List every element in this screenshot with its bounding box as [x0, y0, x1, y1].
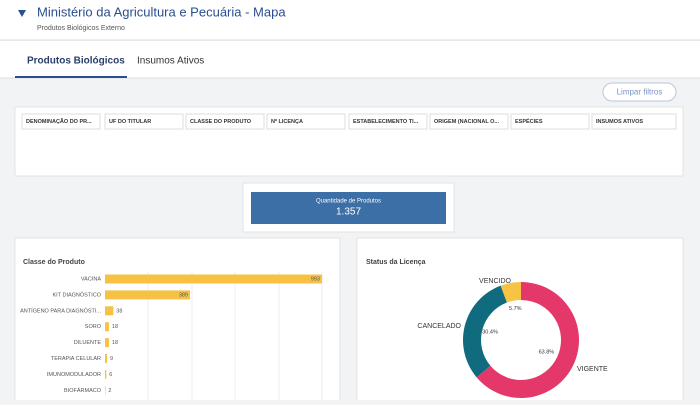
value-label: 9 [110, 356, 113, 362]
bar [105, 275, 322, 284]
category-label: TERAPIA CELULAR [51, 356, 101, 362]
kpi-label: Quantidade de Produtos [316, 199, 381, 205]
value-label: 38 [116, 308, 122, 314]
value-label: 18 [112, 324, 118, 330]
category-label: VACINA [81, 276, 101, 282]
value-label: 389 [179, 292, 188, 298]
kpi-value: 1.357 [336, 207, 361, 218]
filter-label: DENOMINAÇÃO DO PR... [26, 118, 92, 125]
value-label: 2 [108, 388, 111, 394]
filter-label: INSUMOS ATIVOS [596, 119, 643, 125]
slice-label: VIGENTE [577, 366, 608, 373]
header-subtitle: Produtos Biológicos Externo [37, 25, 125, 32]
percent-label: 63.8% [539, 349, 555, 355]
bar [105, 306, 113, 315]
value-label: 18 [112, 340, 118, 346]
filter-label: Nº LICENÇA [271, 119, 303, 125]
filter-label: UF DO TITULAR [109, 119, 151, 125]
category-label: KIT DIAGNÓSTICO [53, 291, 102, 298]
bar [105, 290, 190, 299]
clear-button-label[interactable]: Limpar filtros [617, 88, 663, 97]
tab[interactable]: Produtos Biológicos [27, 56, 125, 67]
filter-label: ESPÉCIES [515, 117, 543, 125]
filter-label: CLASSE DO PRODUTO [190, 119, 252, 125]
bar [105, 322, 109, 331]
category-label: ANTÍGENO PARA DIAGNÓSTI... [20, 307, 101, 314]
filter-label: ESTABELECIMENTO TI... [353, 119, 419, 125]
tab[interactable]: Insumos Ativos [137, 56, 204, 67]
header-title: Ministério da Agricultura e Pecuária - M… [37, 4, 286, 19]
bar-title: Classe do Produto [23, 259, 85, 266]
value-label: 993 [311, 276, 320, 282]
bar [105, 354, 107, 363]
category-label: SORO [85, 324, 102, 330]
donut-title: Status da Licença [366, 259, 426, 266]
bar [105, 370, 106, 379]
bar [105, 338, 109, 347]
slice-label: CANCELADO [417, 323, 461, 330]
category-label: IMUNOMODULADOR [47, 372, 101, 378]
value-label: 6 [109, 372, 112, 378]
tab-underline [15, 76, 127, 78]
category-label: DILUENTE [74, 340, 102, 346]
category-label: BIOFÁRMACO [64, 387, 102, 394]
filter-label: ORIGEM (NACIONAL O... [434, 119, 499, 125]
percent-label: 30.4% [482, 329, 498, 335]
percent-label: 5.7% [509, 306, 522, 312]
slice-label: VENCIDO [479, 278, 511, 285]
